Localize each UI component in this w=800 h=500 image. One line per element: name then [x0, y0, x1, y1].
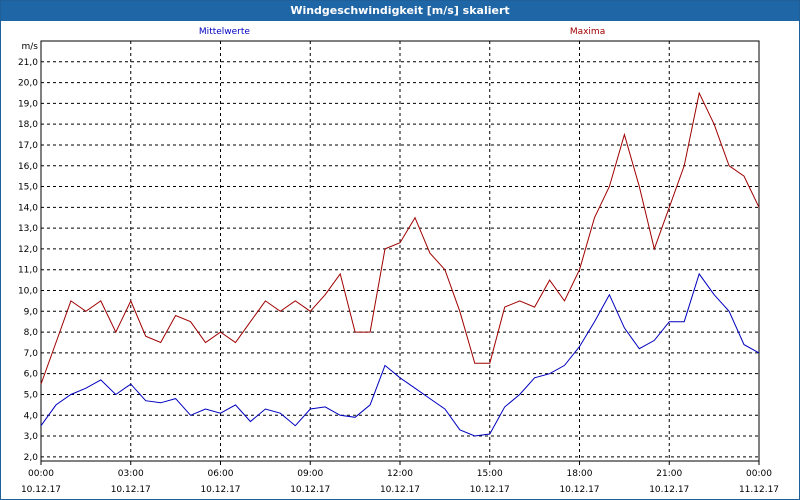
y-tick-label: 5,0 — [24, 390, 39, 400]
x-tick-time: 00:00 — [746, 469, 772, 479]
y-tick-label: 19,0 — [18, 99, 38, 109]
y-tick-label: 9,0 — [24, 307, 39, 317]
y-tick-label: 15,0 — [18, 183, 38, 193]
x-tick-date: 10.12.17 — [380, 485, 420, 495]
x-tick-time: 12:00 — [387, 469, 413, 479]
x-tick-time: 00:00 — [28, 469, 54, 479]
series-layer — [40, 91, 760, 437]
y-tick-label: 20,0 — [18, 79, 38, 89]
axis-layer: 2,0 3,0 4,0 5,0 6,0 7,0 8,0 9,0 10,0 11,0 12,0 13,0… — [18, 58, 779, 495]
y-tick-label: 11,0 — [18, 266, 38, 276]
y-tick-label: 4,0 — [24, 411, 39, 421]
y-tick-label: 14,0 — [18, 203, 38, 213]
x-tick-time: 03:00 — [118, 469, 144, 479]
y-tick-label: 17,0 — [18, 141, 38, 151]
legend-maxima: Maxima — [570, 27, 605, 37]
x-tick-date: 10.12.17 — [200, 485, 240, 495]
x-tick-time: 18:00 — [567, 469, 593, 479]
y-tick-label: 3,0 — [24, 432, 39, 442]
x-tick-time: 09:00 — [297, 469, 323, 479]
y-axis-unit: m/s — [22, 42, 39, 52]
x-tick-date: 10.12.17 — [111, 485, 151, 495]
y-tick-label: 18,0 — [18, 120, 38, 130]
x-tick-time: 15:00 — [477, 469, 503, 479]
legend-mittelwerte: Mittelwerte — [199, 27, 250, 37]
y-tick-label: 10,0 — [18, 287, 38, 297]
series-line-maxima — [40, 91, 760, 385]
x-tick-date: 10.12.17 — [21, 485, 61, 495]
x-tick-date: 10.12.17 — [470, 485, 510, 495]
y-tick-label: 21,0 — [18, 58, 38, 68]
y-tick-label: 13,0 — [18, 224, 38, 234]
y-tick-label: 12,0 — [18, 245, 38, 255]
x-tick-date: 10.12.17 — [649, 485, 689, 495]
y-tick-label: 8,0 — [24, 328, 39, 338]
y-tick-label: 2,0 — [24, 453, 39, 463]
window-title: Windgeschwindigkeit [m/s] skaliert — [1, 1, 799, 21]
grid-layer — [41, 41, 759, 461]
y-tick-label: 16,0 — [18, 162, 38, 172]
x-tick-date: 10.12.17 — [290, 485, 330, 495]
y-tick-label: 7,0 — [24, 349, 39, 359]
series-line-mittelwerte — [40, 272, 760, 437]
y-tick-label: 6,0 — [24, 370, 39, 380]
x-tick-date: 11.12.17 — [739, 485, 779, 495]
x-tick-time: 21:00 — [656, 469, 682, 479]
x-tick-date: 10.12.17 — [559, 485, 599, 495]
x-tick-time: 06:00 — [208, 469, 234, 479]
